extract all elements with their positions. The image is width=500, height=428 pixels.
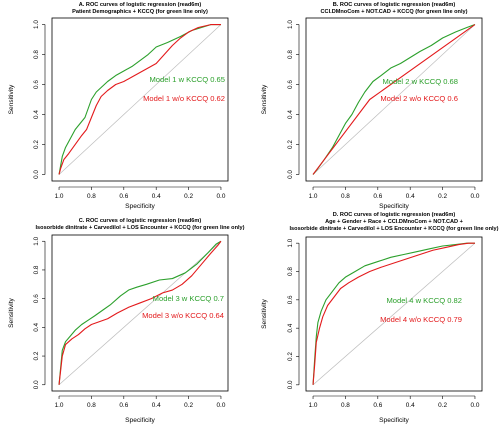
roc-curve-without-kccq — [312, 242, 475, 385]
roc-panel-2: B. ROC curves of logistic regression (re… — [261, 2, 483, 210]
panel-title: C. ROC curves of logistic regression (re… — [79, 218, 202, 224]
x-tick-label: 0.0 — [471, 193, 480, 200]
panel-title: B. ROC curves of logistic regression (re… — [333, 2, 456, 8]
x-tick-label: 0.6 — [373, 193, 382, 200]
y-tick-label: 0.2 — [33, 351, 40, 360]
reference-diagonal — [58, 240, 222, 386]
x-tick-label: 0.8 — [87, 402, 96, 409]
panel-subtitle: Patient Demographics + KCCQ (for green l… — [72, 9, 208, 15]
panel-subtitle: Isosorbide dinitrate + Carvedilol + LOS … — [35, 225, 244, 231]
panel-title: A. ROC curves of logistic regression (re… — [79, 2, 202, 8]
legend-label-with-kccq: Model 4 w KCCQ 0.82 — [386, 296, 462, 305]
roc-curve-without-kccq — [58, 23, 221, 175]
legend-label-without-kccq: Model 1 w/o KCCQ 0.62 — [143, 94, 225, 103]
x-axis-label: Specificity — [379, 203, 409, 210]
x-tick-label: 1.0 — [55, 402, 64, 409]
roc-curve-with-kccq — [312, 24, 476, 175]
y-axis-label: Sensitivity — [8, 297, 15, 327]
y-tick-label: 0.6 — [287, 295, 294, 304]
y-tick-label: 0.8 — [33, 50, 40, 59]
x-tick-label: 1.0 — [309, 402, 318, 409]
y-tick-label: 0.8 — [287, 50, 294, 59]
y-tick-label: 0.8 — [33, 265, 40, 274]
reference-diagonal — [312, 242, 476, 386]
plot-frame — [305, 236, 483, 392]
y-tick-label: 0.6 — [33, 80, 40, 89]
x-tick-label: 0.2 — [184, 402, 193, 409]
x-tick-label: 1.0 — [55, 193, 64, 200]
roc-curve-with-kccq — [58, 23, 221, 175]
roc-curve-with-kccq — [312, 242, 475, 385]
legend-label-without-kccq: Model 4 w/o KCCQ 0.79 — [380, 315, 462, 324]
x-tick-label: 0.8 — [341, 193, 350, 200]
x-axis-label: Specificity — [379, 417, 409, 424]
legend-label-without-kccq: Model 3 w/o KCCQ 0.64 — [142, 311, 224, 320]
y-axis-label: Sensitivity — [261, 84, 268, 114]
x-tick-label: 0.2 — [438, 193, 447, 200]
x-axis-label: Specificity — [125, 203, 155, 210]
x-tick-label: 0.2 — [438, 402, 447, 409]
y-tick-label: 0.8 — [287, 267, 294, 276]
reference-diagonal — [58, 24, 222, 175]
x-tick-label: 0.6 — [119, 193, 128, 200]
x-tick-label: 0.8 — [87, 193, 96, 200]
x-tick-label: 0.2 — [184, 193, 193, 200]
plot-frame — [305, 17, 483, 182]
y-tick-label: 0.0 — [33, 380, 40, 389]
x-tick-label: 0.8 — [341, 402, 350, 409]
y-axis-label: Sensitivity — [8, 84, 15, 114]
legend-label-with-kccq: Model 2 w KCCQ 0.68 — [382, 77, 458, 86]
y-axis-label: Sensitivity — [261, 298, 268, 328]
y-tick-label: 1.0 — [33, 20, 40, 29]
y-tick-label: 0.6 — [33, 294, 40, 303]
roc-curve-without-kccq — [58, 240, 222, 385]
legend-label-without-kccq: Model 2 w/o KCCQ 0.6 — [380, 94, 458, 103]
x-tick-label: 0.4 — [152, 193, 161, 200]
y-tick-label: 0.4 — [33, 110, 40, 119]
panel-subtitle: Isosorbide dinitrate + Carvedilol + LOS … — [289, 226, 498, 232]
x-tick-label: 0.6 — [119, 402, 128, 409]
y-tick-label: 0.2 — [287, 352, 294, 361]
legend-label-with-kccq: Model 3 w KCCQ 0.7 — [153, 294, 224, 303]
panel-subtitle: CCI.DMnoCom + NOT.CAD + KCCQ (for green … — [321, 9, 468, 15]
y-tick-label: 0.0 — [33, 170, 40, 179]
roc-curve-without-kccq — [312, 24, 476, 175]
y-tick-label: 0.4 — [287, 110, 294, 119]
roc-panel-3: C. ROC curves of logistic regression (re… — [8, 218, 245, 424]
x-tick-label: 0.0 — [217, 402, 226, 409]
legend-label-with-kccq: Model 1 w KCCQ 0.65 — [149, 75, 225, 84]
plot-frame — [51, 234, 229, 392]
roc-curve-with-kccq — [58, 240, 222, 385]
y-tick-label: 0.0 — [287, 170, 294, 179]
y-tick-label: 0.0 — [287, 380, 294, 389]
y-tick-label: 1.0 — [33, 236, 40, 245]
x-axis-label: Specificity — [125, 417, 155, 424]
y-tick-label: 0.2 — [33, 140, 40, 149]
y-tick-label: 1.0 — [287, 20, 294, 29]
plot-frame — [51, 17, 229, 182]
y-tick-label: 0.2 — [287, 140, 294, 149]
y-tick-label: 0.4 — [33, 322, 40, 331]
panel-title: D. ROC curves of logistic regression (re… — [333, 212, 456, 218]
y-tick-label: 1.0 — [287, 238, 294, 247]
x-tick-label: 0.0 — [471, 402, 480, 409]
x-tick-label: 0.4 — [406, 193, 415, 200]
x-tick-label: 0.6 — [373, 402, 382, 409]
y-tick-label: 0.6 — [287, 80, 294, 89]
roc-panel-1: A. ROC curves of logistic regression (re… — [8, 2, 229, 210]
y-tick-label: 0.4 — [287, 323, 294, 332]
reference-diagonal — [312, 24, 476, 175]
roc-panel-4: D. ROC curves of logistic regression (re… — [261, 212, 499, 424]
x-tick-label: 0.4 — [152, 402, 161, 409]
x-tick-label: 0.4 — [406, 402, 415, 409]
x-tick-label: 0.0 — [217, 193, 226, 200]
panel-subtitle: Age + Gender + Race + CCI.DMnoCom + NOT.… — [325, 219, 464, 225]
x-tick-label: 1.0 — [309, 193, 318, 200]
